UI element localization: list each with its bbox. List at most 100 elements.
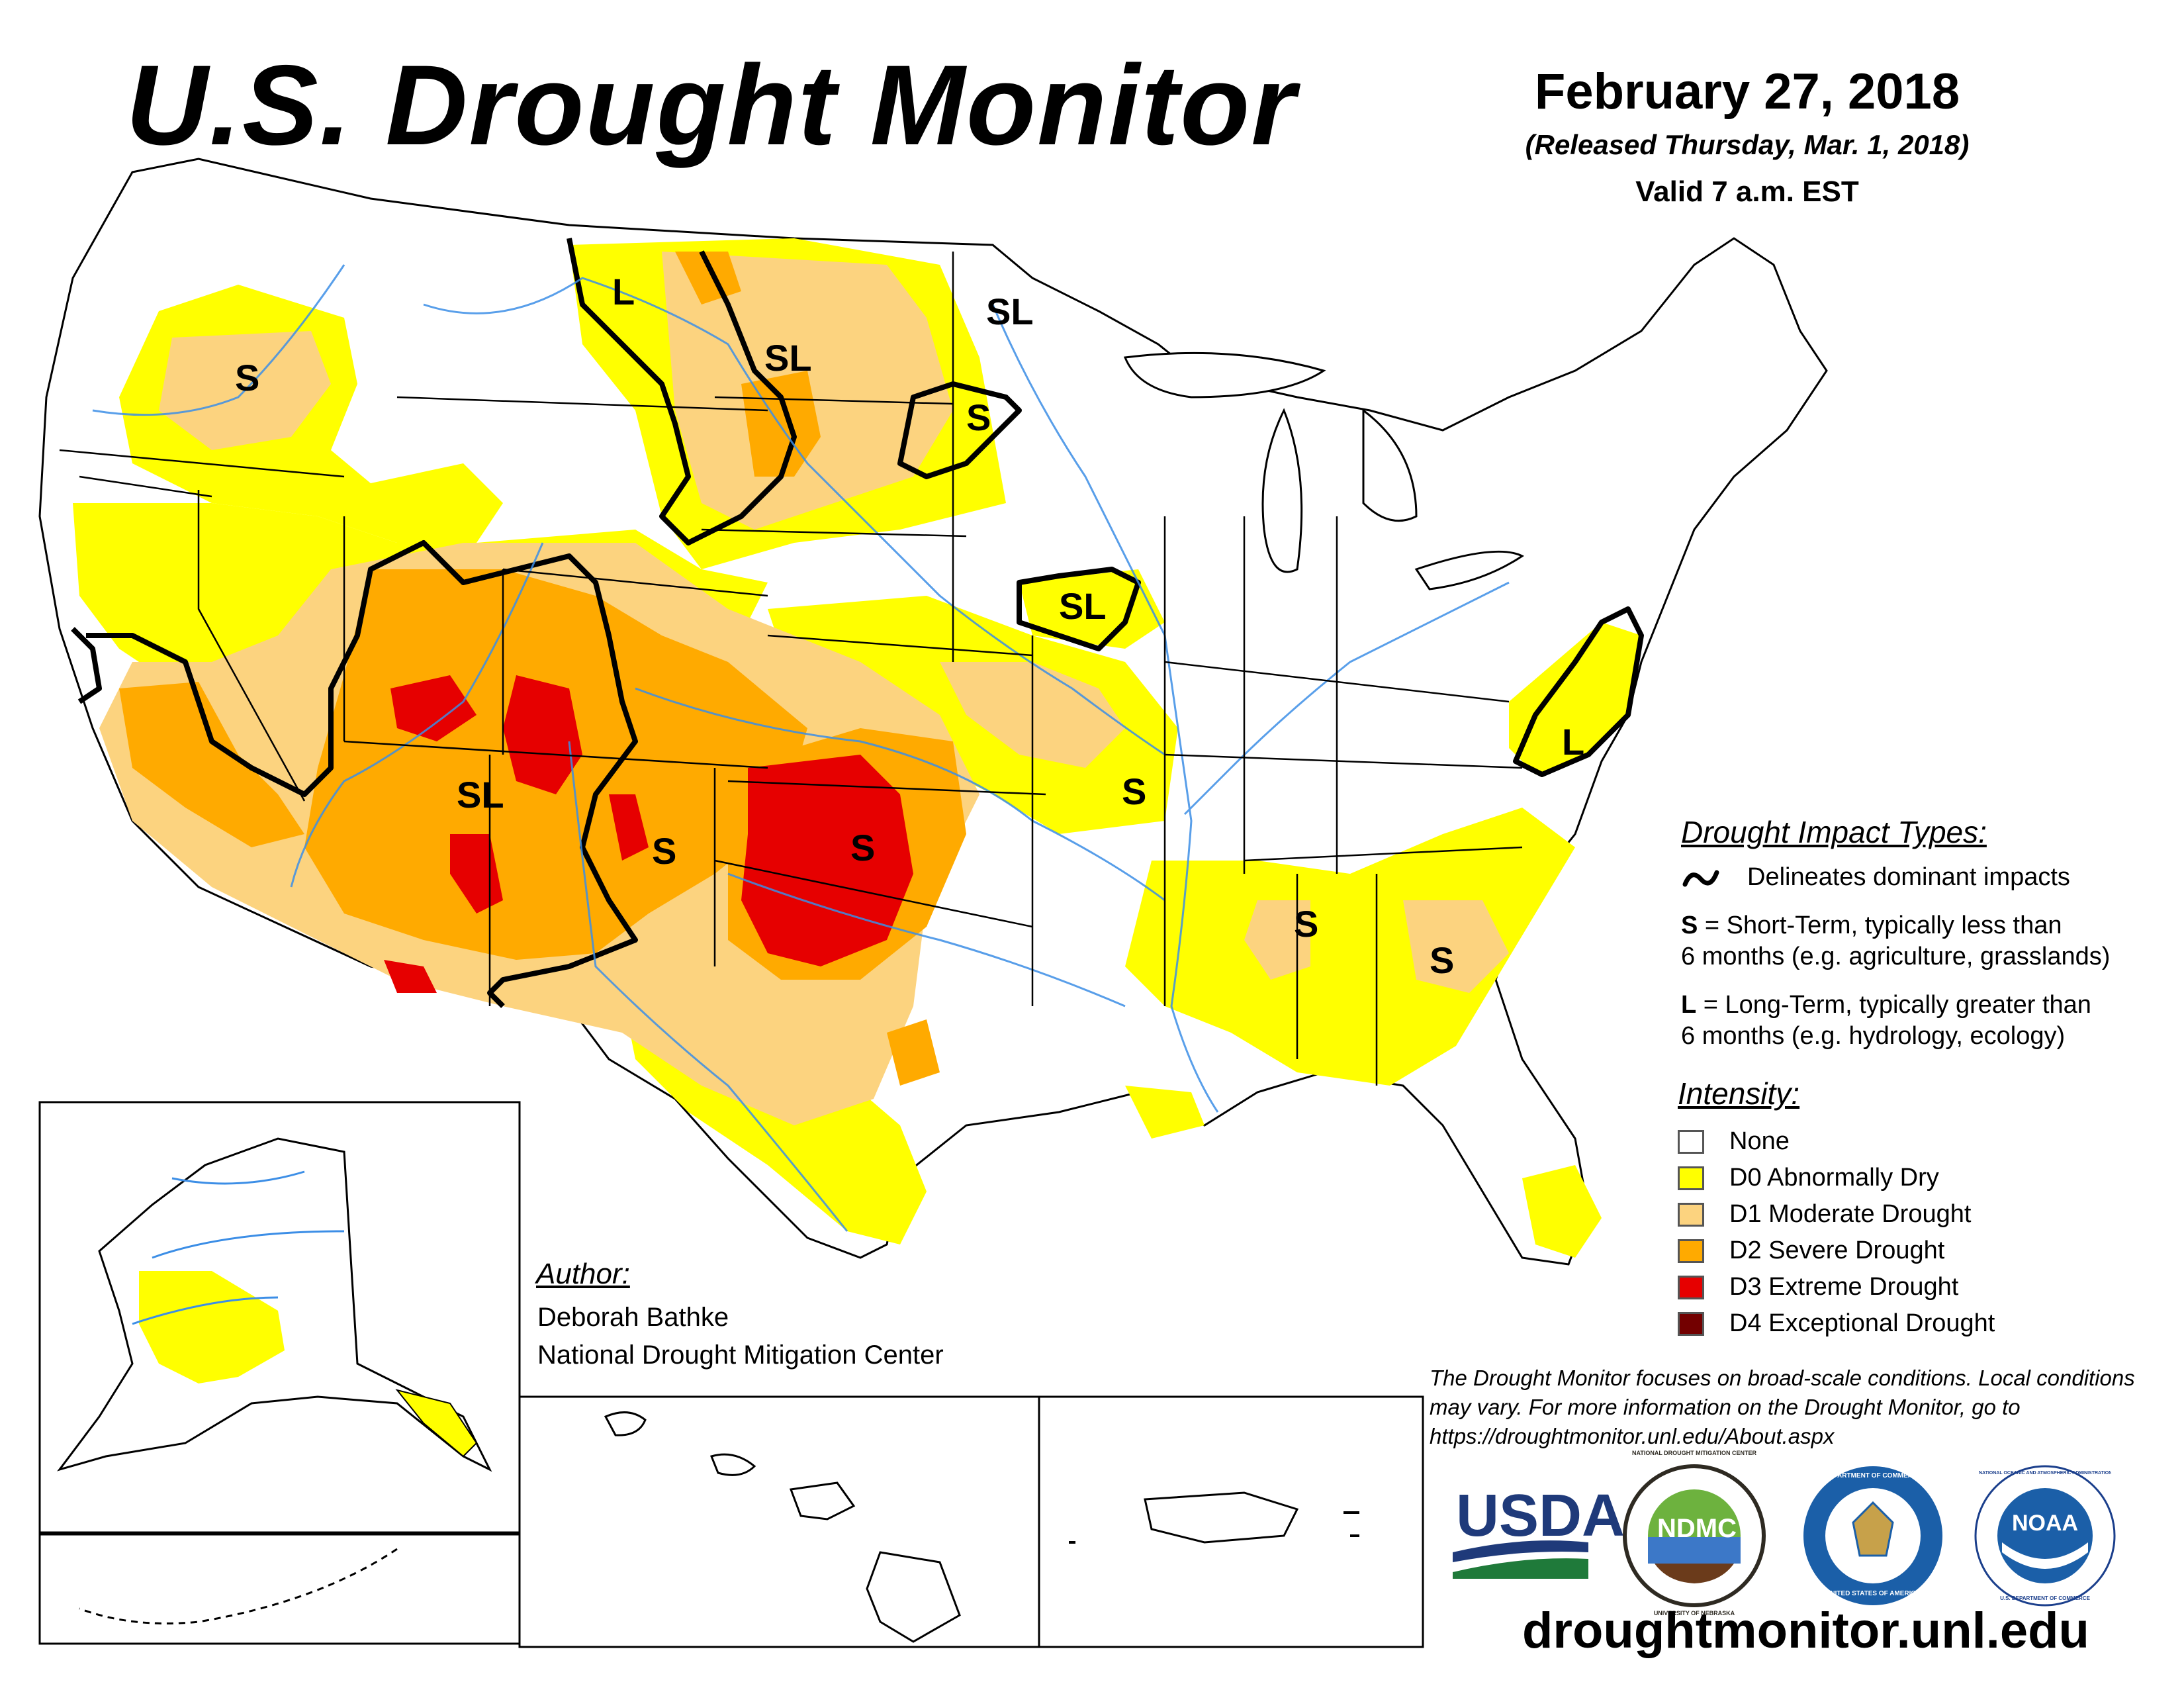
intensity-label: None [1729, 1127, 1790, 1155]
author-name: Deborah Bathke [537, 1303, 729, 1332]
rivers [92, 264, 1510, 1232]
swatch-d3 [1678, 1275, 1704, 1299]
intensity-item-d0: D0 Abnormally Dry [1678, 1160, 1995, 1196]
short-term-line2: 6 months (e.g. agriculture, grasslands) [1681, 943, 2111, 970]
swatch-d1 [1678, 1202, 1704, 1227]
d2-montana-ne [675, 252, 741, 305]
intensity-legend: Intensity: None D0 Abnormally Dry D1 Mod… [1678, 1076, 1995, 1342]
d0-louisiana-coast [1125, 1086, 1205, 1139]
intensity-label: D0 Abnormally Dry [1729, 1164, 1939, 1192]
d1-alabama [1244, 900, 1310, 980]
commerce-eagle [1852, 1501, 1894, 1557]
border-nd-sd [714, 396, 954, 405]
swatch-d4 [1678, 1311, 1704, 1336]
ndmc-water-band [1648, 1537, 1741, 1564]
noaa-inner [1997, 1488, 2093, 1583]
lake-michigan [1261, 408, 1303, 573]
aleutian-frame [38, 1533, 521, 1645]
border-or-ca [79, 475, 212, 498]
usda-swoosh-green [1453, 1558, 1588, 1579]
label-sl-iowa: SL [1059, 585, 1107, 627]
intensity-legend-heading: Intensity: [1678, 1076, 1800, 1111]
commerce-ring-top: DEPARTMENT OF COMMERCE [1824, 1472, 1922, 1479]
label-l-virginia: L [1562, 721, 1584, 763]
d3-new-mexico [609, 794, 649, 861]
alaska-inset [38, 1101, 521, 1645]
page-title: U.S. Drought Monitor [126, 42, 1297, 169]
map-impact-labels: S L SL SL S SL L SL S S S S S [235, 271, 1584, 981]
usda-logo: USDA [1453, 1483, 1625, 1579]
impact-curve-icon [1682, 870, 1719, 886]
border-ok-tx [714, 859, 1033, 928]
label-s-missouri: S [1122, 771, 1146, 812]
long-term-line2: 6 months (e.g. hydrology, ecology) [1681, 1022, 2066, 1050]
long-term-line1: = Long-Term, typically greater than [1696, 991, 2091, 1019]
hawaii-big-island [866, 1551, 961, 1643]
hawaii-frame [518, 1395, 1040, 1648]
hawaii-oahu [709, 1453, 756, 1476]
border-sd-ne [701, 528, 967, 538]
label-sl-arizona: SL [457, 774, 504, 816]
intensity-item-d4: D4 Exceptional Drought [1678, 1305, 1995, 1342]
swatch-d2 [1678, 1239, 1704, 1263]
impact-short-term: S = Short-Term, typically less than 6 mo… [1681, 912, 2110, 971]
impact-legend-heading: Drought Impact Types: [1681, 815, 1987, 849]
d3-arizona-south [384, 960, 437, 993]
impact-long-term: L = Long-Term, typically greater than 6 … [1681, 991, 2110, 1051]
colorado-river [290, 542, 544, 888]
usda-wordmark: USDA [1456, 1483, 1625, 1549]
swatch-d0 [1678, 1166, 1704, 1190]
site-url[interactable]: droughtmonitor.unl.edu [1522, 1603, 2089, 1659]
intensity-label: D4 Exceptional Drought [1729, 1309, 1995, 1337]
ohio-river [1183, 581, 1510, 816]
lake-huron [1362, 408, 1418, 522]
hawaii-kauai [604, 1411, 647, 1436]
border-east-lines [1164, 661, 1523, 1086]
border-ks-ok [727, 780, 1046, 796]
swatch-none [1678, 1129, 1704, 1154]
impact-delineation-label: Delineates dominant impacts [1747, 863, 2070, 891]
intensity-item-d3: D3 Extreme Drought [1678, 1269, 1995, 1305]
disclaimer-text: The Drought Monitor focuses on broad-sca… [1430, 1366, 2135, 1448]
label-s-nm: S [652, 830, 676, 872]
aleutian-islands [79, 1548, 398, 1624]
ndmc-ring-bottom: UNIVERSITY OF NEBRASKA [1653, 1610, 1735, 1617]
noaa-wordmark: NOAA [2012, 1511, 2078, 1536]
border-co-nm [343, 740, 768, 769]
d0-florida [1522, 1165, 1602, 1258]
intensity-label: D2 Severe Drought [1729, 1237, 1945, 1264]
impact-line-iowa [1017, 567, 1141, 651]
lake-erie [1414, 550, 1524, 590]
border-ca-nv [197, 490, 306, 802]
alaska-outline [57, 1137, 492, 1472]
intensity-item-none: None [1678, 1123, 1995, 1160]
d3-regions [384, 675, 913, 993]
commerce-ring-bottom: UNITED STATES OF AMERICA [1825, 1590, 1921, 1597]
puerto-rico-island [1144, 1491, 1299, 1544]
border-central-n-s [952, 252, 1338, 1006]
intensity-item-d2: D2 Severe Drought [1678, 1233, 1995, 1269]
puerto-rico-inset [1038, 1395, 1424, 1648]
impact-line-south-dakota [897, 381, 1022, 479]
pr-small-islands [1069, 1511, 1359, 1544]
ndmc-ring-top: NATIONAL DROUGHT MITIGATION CENTER [1632, 1450, 1756, 1456]
alaska-rivers [132, 1170, 345, 1325]
mississippi-river [991, 304, 1219, 1113]
impact-delineation-row: Delineates dominant impacts [1681, 863, 2110, 892]
d2-california [119, 682, 304, 847]
snake-columbia [92, 264, 345, 416]
impact-line-west [86, 540, 638, 1008]
short-term-key: S [1681, 912, 1698, 939]
border-wa-or [59, 449, 345, 478]
border-wy-co [502, 568, 768, 597]
ndmc-wordmark: NDMC [1657, 1514, 1737, 1543]
hawaii-inset [518, 1395, 1040, 1648]
border-ne-ks [767, 634, 1033, 657]
d1-georgia [1403, 900, 1509, 993]
d3-colorado-west [503, 675, 582, 794]
author-org: National Drought Mitigation Center [537, 1340, 944, 1370]
label-sl-mn: SL [986, 291, 1034, 332]
impact-legend: Drought Impact Types: Delineates dominan… [1681, 814, 2110, 1051]
noaa-ring-bottom: U.S. DEPARTMENT OF COMMERCE [2000, 1595, 2090, 1601]
